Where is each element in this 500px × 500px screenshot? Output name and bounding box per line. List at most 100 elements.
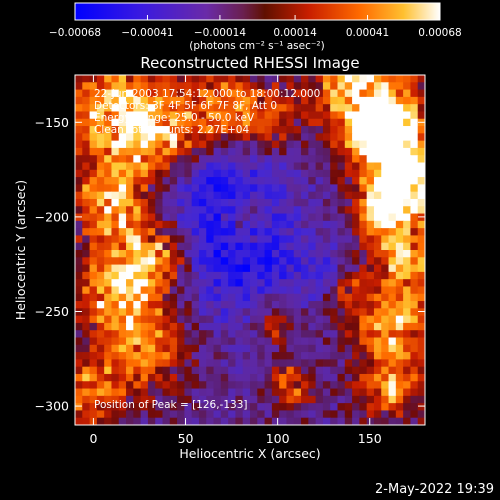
heatmap-cell <box>330 381 339 390</box>
heatmap-cell <box>126 359 134 368</box>
heatmap-cell <box>359 381 368 390</box>
heatmap-cell <box>162 198 171 207</box>
heatmap-cell <box>184 381 193 390</box>
heatmap-cell <box>373 118 382 127</box>
heatmap-cell <box>228 417 237 425</box>
heatmap-cell <box>279 395 288 404</box>
heatmap-cell <box>75 220 83 229</box>
heatmap-cell <box>220 279 229 288</box>
heatmap-cell <box>104 403 113 412</box>
heatmap-cell <box>359 177 368 185</box>
heatmap-cell <box>388 126 397 134</box>
heatmap-cell <box>118 352 127 360</box>
heatmap-cell <box>184 410 193 419</box>
heatmap-cell <box>279 140 288 149</box>
heatmap-cell <box>271 89 280 98</box>
heatmap-cell <box>242 75 251 83</box>
heatmap-cell <box>366 264 375 273</box>
heatmap-cell <box>381 111 390 120</box>
heatmap-cell <box>162 228 171 237</box>
heatmap-cell <box>388 417 397 425</box>
heatmap-cell <box>242 169 251 178</box>
heatmap-cell <box>228 388 237 397</box>
heatmap-cell <box>381 264 390 273</box>
heatmap-cell <box>111 373 120 382</box>
heatmap-cell <box>104 301 113 309</box>
heatmap-cell <box>191 403 200 412</box>
heatmap-cell <box>177 271 185 280</box>
heatmap-cell <box>410 388 419 397</box>
heatmap-cell <box>395 381 404 390</box>
heatmap-cell <box>206 352 215 360</box>
heatmap-cell <box>213 359 222 368</box>
heatmap-cell <box>250 75 258 83</box>
heatmap-cell <box>359 220 368 229</box>
colorbar-tick-label: −0.00041 <box>121 27 173 39</box>
heatmap-cell <box>118 235 127 244</box>
plot-frame <box>74 74 426 426</box>
heatmap-cell <box>104 126 113 134</box>
heatmap-cell <box>359 279 368 288</box>
heatmap-cell <box>242 111 251 120</box>
heatmap-cell <box>308 395 317 404</box>
heatmap-cell <box>264 301 273 309</box>
heatmap-cell <box>257 315 266 324</box>
heatmap-cell <box>417 322 425 331</box>
heatmap-cell <box>111 286 120 295</box>
heatmap-cell <box>213 366 222 375</box>
heatmap-cell <box>257 322 266 331</box>
heatmap-cell <box>177 279 185 288</box>
heatmap-cell <box>126 352 134 360</box>
heatmap-cell <box>118 257 127 266</box>
heatmap-cell <box>315 177 324 185</box>
heatmap-cell <box>213 213 222 222</box>
heatmap-cell <box>147 82 156 91</box>
heatmap-cell <box>96 133 105 142</box>
colorbar-tick-label: 0.00014 <box>273 27 317 39</box>
heatmap-cell <box>198 250 207 258</box>
heatmap-cell <box>89 177 98 185</box>
heatmap-cell <box>177 315 185 324</box>
heatmap-cell <box>198 147 207 156</box>
heatmap-cell <box>344 308 353 317</box>
heatmap-cell <box>235 330 244 339</box>
heatmap-cell <box>286 337 295 346</box>
heatmap-cell <box>220 104 229 113</box>
heatmap-cell <box>169 155 178 164</box>
heatmap-cell <box>213 184 222 193</box>
annotation-clean-counts: Clean Total counts: 2.27E+04 <box>94 124 249 136</box>
heatmap-cell <box>403 162 412 171</box>
heatmap-cell <box>359 75 368 83</box>
heatmap-cell <box>373 162 382 171</box>
heatmap-cell <box>89 257 98 266</box>
heatmap-cell <box>82 330 91 339</box>
heatmap-cell <box>184 198 193 207</box>
heatmap-cell <box>220 177 229 185</box>
heatmap-cell <box>366 352 375 360</box>
heatmap-cell <box>213 279 222 288</box>
heatmap-cell <box>169 373 178 382</box>
heatmap-cell <box>206 242 215 251</box>
heatmap-cell <box>381 242 390 251</box>
heatmap-cell <box>250 322 258 331</box>
heatmap-cell <box>344 75 353 83</box>
heatmap-cell <box>395 133 404 142</box>
heatmap-cell <box>126 315 134 324</box>
heatmap-cell <box>352 82 360 91</box>
heatmap-cell <box>388 75 397 83</box>
heatmap-cell <box>337 344 346 353</box>
heatmap-cell <box>147 395 156 404</box>
heatmap-cell <box>344 213 353 222</box>
heatmap-cell <box>373 366 382 375</box>
heatmap-cell <box>257 257 266 266</box>
heatmap-cell <box>366 337 375 346</box>
heatmap-cell <box>213 352 222 360</box>
heatmap-cell <box>344 279 353 288</box>
heatmap-cell <box>162 279 171 288</box>
heatmap-cell <box>301 322 309 331</box>
heatmap-cell <box>395 293 404 302</box>
heatmap-cell <box>373 75 382 83</box>
heatmap-cell <box>337 155 346 164</box>
heatmap-cell <box>286 104 295 113</box>
heatmap-cell <box>184 118 193 127</box>
